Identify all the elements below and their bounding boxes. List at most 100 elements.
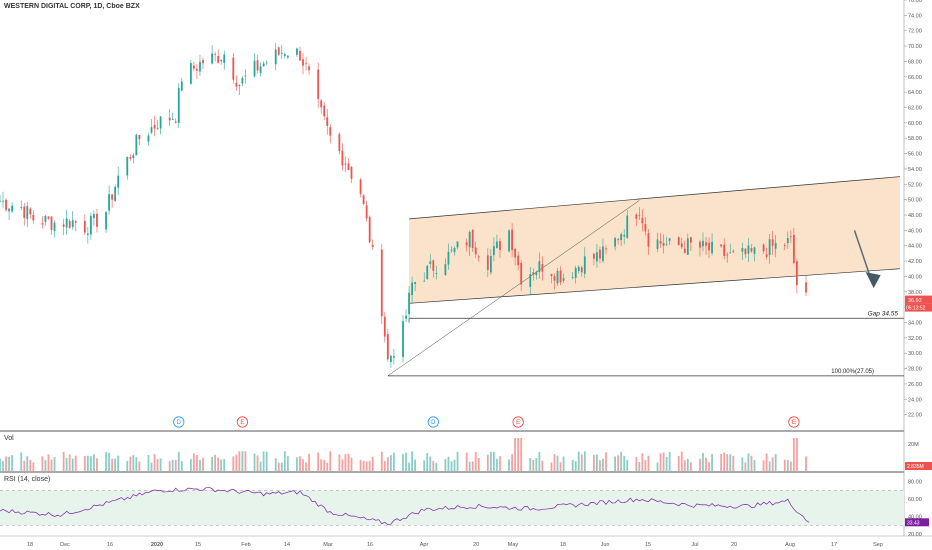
volume-bar [320,459,323,471]
volume-bar [296,457,298,471]
countdown-badge [905,303,932,312]
candle-body [786,238,789,244]
candle-body [362,195,365,204]
volume-bar [602,458,604,471]
candle-body [774,242,777,249]
candle-body [193,65,195,69]
candle-body [11,205,14,212]
rsi-tick-label: 60.00 [908,497,922,503]
volume-bar [750,455,753,471]
volume-bar [683,460,686,471]
time-tick-label: 20 [473,542,479,548]
candle-body [623,234,626,237]
candle-body [683,248,686,253]
volume-bar [114,458,117,471]
volume-bar [199,459,201,471]
candle-body [723,244,726,256]
last-price-label: 36.92 [908,298,922,304]
volume-bar [592,454,595,471]
candle-body [47,216,50,219]
volume-bar [659,453,662,471]
candle-body [644,224,647,232]
volume-bar [450,461,453,471]
price-tick-label: 46.00 [908,228,922,234]
volume-bar [371,456,374,471]
candle-body [796,261,798,286]
candle-body [411,282,413,296]
candle-body [789,236,792,238]
volume-bar [365,461,368,471]
candle-body [323,105,326,117]
volume-bar [20,452,23,471]
volume-bar [641,453,644,471]
price-tick-label: 58.00 [908,136,922,142]
volume-bar [635,457,638,471]
volume-bar [477,457,480,471]
volume-bar [465,452,468,471]
candle-body [620,234,623,241]
fib-trendline [387,200,640,377]
candle-body [732,251,735,252]
candle-body [277,47,280,55]
volume-bar [686,458,689,471]
candle-body [538,261,541,273]
volume-bar [432,460,435,471]
candle-body [93,214,95,219]
volume-bar [741,457,744,471]
candle-body [202,59,204,64]
volume-bar [577,451,580,471]
rsi-pane-label: RSI (14, close) [4,476,51,483]
candle-body [429,261,432,265]
volume-bar [720,453,723,471]
volume-bar [408,462,410,471]
candle-body [659,240,662,244]
candle-body [147,135,150,142]
volume-bar [647,455,650,471]
volume-bar [393,452,395,471]
candle-body [359,179,362,194]
volume-bar [117,455,120,471]
rsi-badge-label: 33.43 [907,520,920,526]
candle-body [111,194,114,200]
volume-bar [474,452,477,471]
candle-body [338,134,341,152]
forecast-arrow-head [865,272,881,289]
volume-bar [529,458,532,471]
price-tick-label: 24.00 [908,397,922,403]
candle-body [153,125,156,129]
candle-body [283,54,286,56]
candle-body [302,59,304,66]
time-tick-label: Jun [601,542,610,548]
candle-body [380,249,383,317]
candle-body [805,282,807,293]
volume-bar [729,454,732,471]
candle-body [520,263,523,285]
volume-bar [383,461,386,471]
price-tick-label: 52.00 [908,182,922,188]
volume-bar [511,454,513,471]
time-tick-label: Mar [323,542,333,548]
candle-body [199,61,201,72]
volume-bar [435,462,438,471]
candle-body [553,276,556,281]
candle-body [135,134,138,156]
time-tick-label: 20 [731,542,737,548]
volume-bar [368,460,371,471]
candle-body [641,217,644,224]
volume-bar [380,451,383,471]
candle-body [50,216,53,230]
volume-bar [196,454,198,471]
volume-bar [305,462,307,471]
volume-bar [2,460,4,471]
candle-body [602,246,604,262]
time-tick-label: Apr [420,542,429,548]
rsi-tick-label: 80.00 [908,480,922,486]
candle-body [138,135,141,140]
candle-body [365,205,368,219]
volume-bar [493,452,495,471]
volume-bar [156,459,159,471]
candle-body [456,241,459,248]
volume-bar [323,459,326,471]
candle-body [241,78,244,84]
